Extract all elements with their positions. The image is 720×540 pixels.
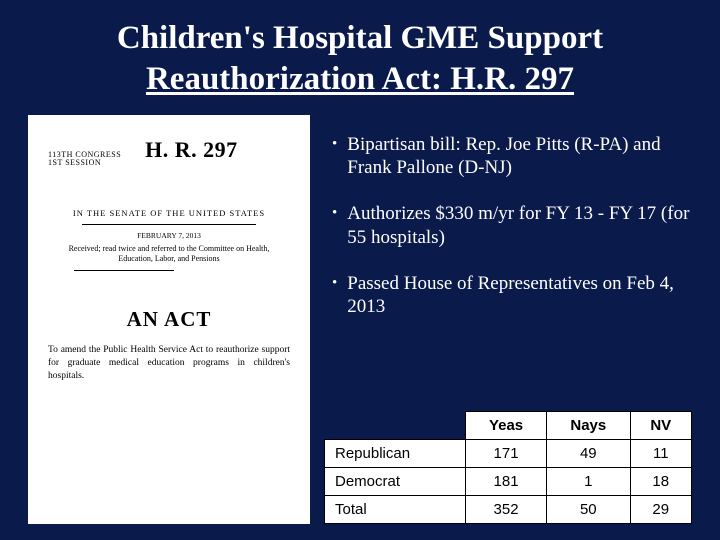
cell: 171: [466, 440, 547, 468]
doc-bill-number: H. R. 297: [145, 137, 238, 163]
cell: 1: [547, 468, 630, 496]
bullet-dot-icon: •: [332, 272, 337, 320]
table-corner-cell: [325, 412, 466, 440]
doc-act-heading: AN ACT: [42, 307, 296, 332]
title-line-2: Reauthorization Act: H.R. 297: [28, 59, 692, 100]
cell: 11: [630, 440, 691, 468]
row-label: Total: [325, 496, 466, 524]
bill-document-image: 113TH CONGRESS 1ST SESSION H. R. 297 IN …: [28, 115, 310, 525]
col-header-nv: NV: [630, 412, 691, 440]
doc-congress-line2: 1ST SESSION: [48, 159, 121, 168]
bullet-list: • Bipartisan bill: Rep. Joe Pitts (R-PA)…: [324, 115, 692, 412]
doc-congress: 113TH CONGRESS 1ST SESSION: [48, 151, 121, 169]
bullet-item: • Passed House of Representatives on Feb…: [324, 272, 692, 320]
cell: 18: [630, 468, 691, 496]
vote-table: Yeas Nays NV Republican 171 49 11 Democr…: [324, 411, 692, 524]
row-label: Republican: [325, 440, 466, 468]
cell: 29: [630, 496, 691, 524]
col-header-yeas: Yeas: [466, 412, 547, 440]
content-row: 113TH CONGRESS 1ST SESSION H. R. 297 IN …: [28, 115, 692, 525]
cell: 49: [547, 440, 630, 468]
doc-senate-line: IN THE SENATE OF THE UNITED STATES: [42, 208, 296, 218]
bullet-text: Authorizes $330 m/yr for FY 13 - FY 17 (…: [347, 202, 692, 250]
cell: 181: [466, 468, 547, 496]
row-label: Democrat: [325, 468, 466, 496]
table-row: Republican 171 49 11: [325, 440, 692, 468]
right-column: • Bipartisan bill: Rep. Joe Pitts (R-PA)…: [324, 115, 692, 525]
cell: 352: [466, 496, 547, 524]
bullet-text: Bipartisan bill: Rep. Joe Pitts (R-PA) a…: [347, 133, 692, 181]
table-header-row: Yeas Nays NV: [325, 412, 692, 440]
bullet-text: Passed House of Representatives on Feb 4…: [347, 272, 692, 320]
bullet-item: • Authorizes $330 m/yr for FY 13 - FY 17…: [324, 202, 692, 250]
title-line-1: Children's Hospital GME Support: [28, 18, 692, 59]
table-row: Total 352 50 29: [325, 496, 692, 524]
bullet-item: • Bipartisan bill: Rep. Joe Pitts (R-PA)…: [324, 133, 692, 181]
bullet-dot-icon: •: [332, 202, 337, 250]
col-header-nays: Nays: [547, 412, 630, 440]
table-row: Democrat 181 1 18: [325, 468, 692, 496]
doc-received: Received; read twice and referred to the…: [42, 244, 296, 264]
bullet-dot-icon: •: [332, 133, 337, 181]
cell: 50: [547, 496, 630, 524]
doc-header: 113TH CONGRESS 1ST SESSION H. R. 297: [48, 137, 296, 169]
doc-rule-1: [82, 224, 256, 225]
slide-title: Children's Hospital GME Support Reauthor…: [28, 18, 692, 101]
doc-rule-2: [74, 270, 174, 271]
doc-date: FEBRUARY 7, 2013: [42, 231, 296, 240]
doc-description: To amend the Public Health Service Act t…: [42, 344, 296, 382]
slide: Children's Hospital GME Support Reauthor…: [0, 0, 720, 540]
